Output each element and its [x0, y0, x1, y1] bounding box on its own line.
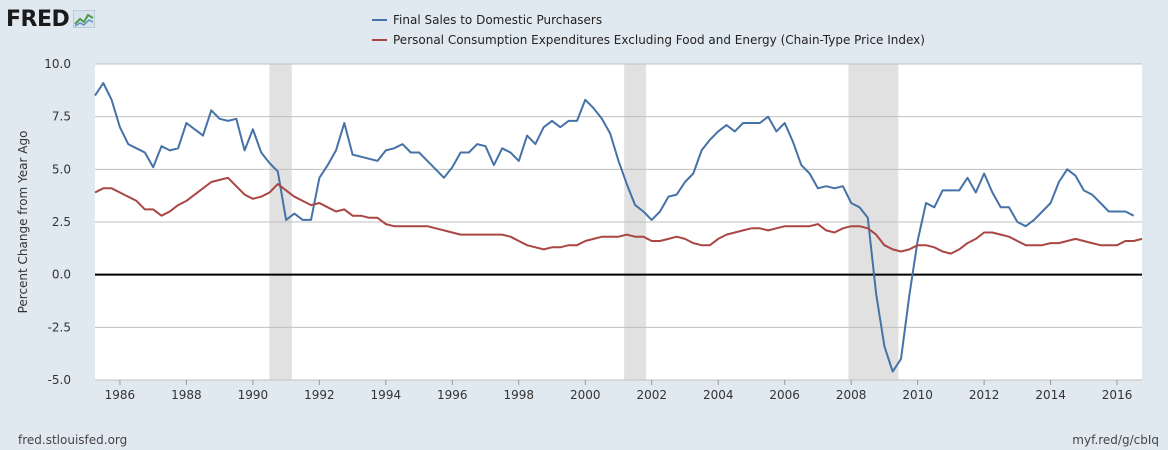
- legend-item-series-2[interactable]: Personal Consumption Expenditures Exclud…: [372, 30, 925, 50]
- short-link[interactable]: myf.red/g/cbIq: [1072, 433, 1159, 447]
- legend-swatch-series-2: [372, 39, 387, 41]
- y-tick-label: 0.0: [52, 268, 71, 282]
- x-tick-label: 1992: [304, 388, 335, 402]
- series-line-1: [94, 82, 1135, 373]
- chart-legend: Final Sales to Domestic Purchasers Perso…: [372, 10, 925, 50]
- series-line-2: [94, 176, 1143, 255]
- x-tick-label: 1994: [371, 388, 402, 402]
- x-tick-label: 1990: [238, 388, 269, 402]
- x-tick-label: 2016: [1102, 388, 1133, 402]
- x-tick-label: 2010: [902, 388, 933, 402]
- y-tick-label: -5.0: [48, 373, 71, 387]
- y-tick-label: 5.0: [52, 162, 71, 176]
- x-tick-label: 2014: [1035, 388, 1066, 402]
- legend-label-series-1: Final Sales to Domestic Purchasers: [393, 13, 603, 27]
- legend-item-series-1[interactable]: Final Sales to Domestic Purchasers: [372, 10, 925, 30]
- y-tick-label: 2.5: [52, 215, 71, 229]
- x-tick-label: 2004: [703, 388, 734, 402]
- x-tick-label: 1998: [504, 388, 535, 402]
- source-link[interactable]: fred.stlouisfed.org: [18, 433, 128, 447]
- x-tick-label: 2006: [769, 388, 800, 402]
- y-axis-label: Percent Change from Year Ago: [16, 131, 30, 314]
- x-tick-label: 1996: [437, 388, 468, 402]
- x-tick-label: 1986: [105, 388, 136, 402]
- x-tick-label: 2008: [836, 388, 867, 402]
- legend-label-series-2: Personal Consumption Expenditures Exclud…: [393, 33, 925, 47]
- y-tick-label: 10.0: [44, 57, 71, 71]
- x-tick-label: 2002: [636, 388, 667, 402]
- x-tick-label: 2012: [969, 388, 1000, 402]
- fred-logo[interactable]: FRED: [6, 6, 96, 32]
- chart-line-icon: [73, 10, 96, 28]
- x-tick-label: 2000: [570, 388, 601, 402]
- legend-swatch-series-1: [372, 19, 387, 21]
- logo-text: FRED: [6, 6, 70, 32]
- y-tick-label: -2.5: [48, 320, 71, 334]
- x-tick-label: 1988: [171, 388, 202, 402]
- y-tick-label: 7.5: [52, 110, 71, 124]
